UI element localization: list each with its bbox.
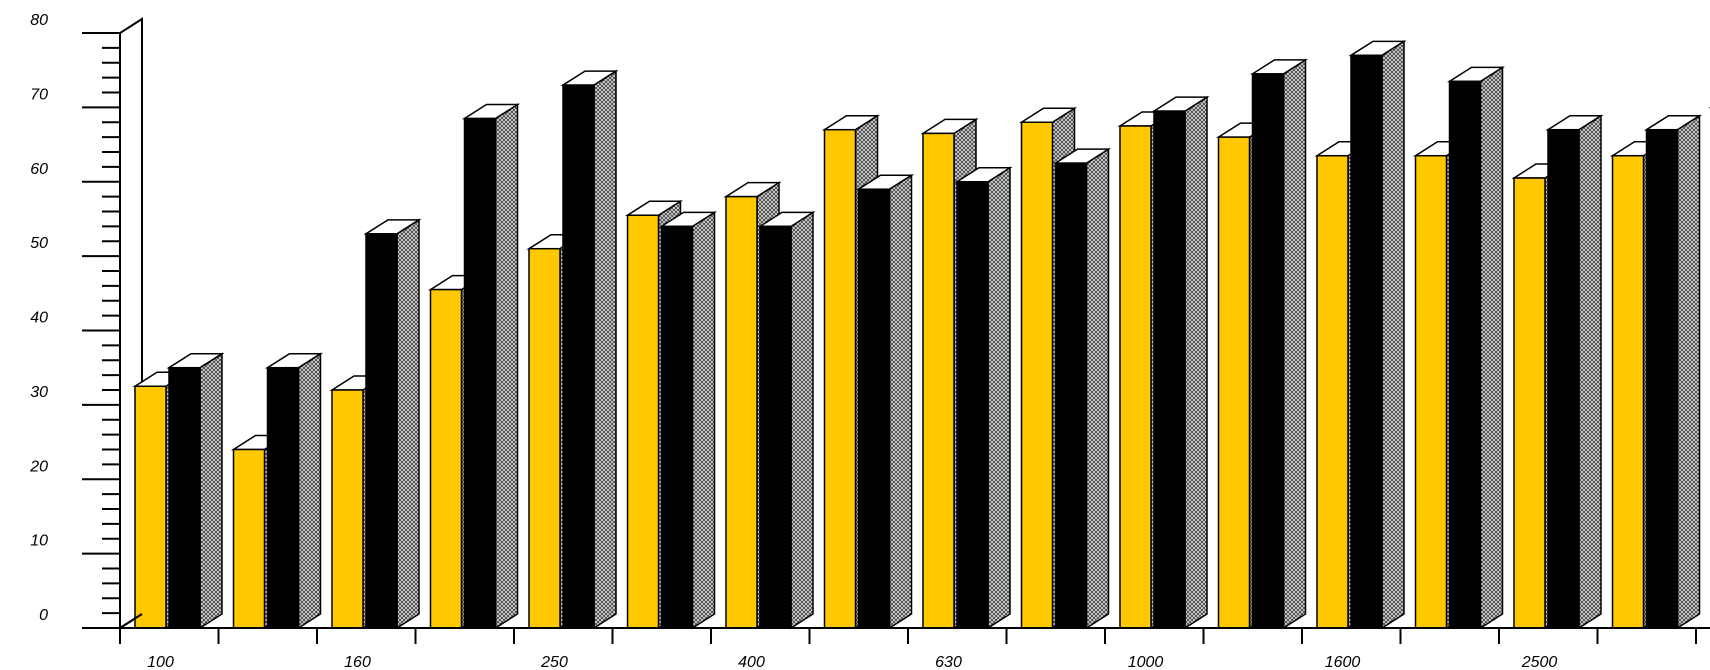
bar-315-series-2 <box>658 211 718 630</box>
bar-front <box>1448 80 1482 629</box>
bar-front <box>1119 125 1152 629</box>
bar-side <box>1479 65 1504 630</box>
bar-front <box>1217 136 1251 629</box>
bar-1000-series-2 <box>1151 95 1210 630</box>
x-tick-label: 250 <box>540 654 568 670</box>
bar-front <box>1316 154 1349 629</box>
bar-front <box>626 214 660 629</box>
bar-2000-series-2 <box>1446 65 1506 630</box>
bar-250-series-2 <box>560 69 619 630</box>
bar-500-series-2 <box>855 173 915 630</box>
bar-400-series-2 <box>757 211 816 630</box>
x-tick-label: 1600 <box>1325 654 1361 670</box>
y-tick-label: 80 <box>30 12 48 29</box>
bar-800-series-2 <box>1052 147 1112 630</box>
bar-front <box>331 389 364 629</box>
bar-front <box>857 188 891 629</box>
bar-1250-series-2 <box>1249 58 1309 630</box>
y-tick-label: 0 <box>39 607 48 624</box>
bar-side <box>1578 114 1602 630</box>
y-axis: 0 10 20 30 40 50 60 70 80 <box>29 12 120 629</box>
x-axis-depth <box>119 613 143 629</box>
y-tick-label: 20 <box>29 458 48 475</box>
bar-630-series-2 <box>954 166 1013 630</box>
y-tick-label: 60 <box>30 161 48 178</box>
bar-front <box>1547 128 1580 629</box>
bar-front <box>759 225 792 629</box>
bar-front <box>1153 110 1186 629</box>
bar-160-series-2 <box>363 218 422 630</box>
bar-front <box>429 288 463 629</box>
bar-side <box>396 218 420 630</box>
bar-front <box>660 225 694 629</box>
bar-side <box>593 69 617 630</box>
bar-front <box>1350 54 1383 629</box>
y-tick-label: 40 <box>30 310 48 327</box>
bar-side <box>790 211 814 630</box>
bar-front <box>232 448 266 629</box>
bar-side <box>987 166 1011 630</box>
bar-front <box>1251 73 1285 629</box>
bar-1600-series-2 <box>1348 39 1407 630</box>
bar-side <box>1676 114 1701 630</box>
bar-front <box>528 247 561 629</box>
bar-3150-series-2 <box>1643 114 1703 630</box>
bar-side <box>691 211 716 630</box>
bar-side <box>888 173 913 630</box>
bar-front <box>266 366 300 629</box>
bar-front <box>1054 162 1088 629</box>
bar-200-series-2 <box>461 103 521 630</box>
y-tick-label: 50 <box>30 235 48 252</box>
bar-front <box>956 181 989 629</box>
x-tick-label: 2500 <box>1521 654 1558 670</box>
y-tick-label: 70 <box>30 86 48 103</box>
bar-front <box>1645 128 1679 629</box>
y-tick-label: 30 <box>30 384 48 401</box>
bars <box>132 39 1710 630</box>
bar-side <box>297 352 322 630</box>
x-axis: 100 160 250 400 630 1000 1600 2500 <box>82 613 1710 670</box>
x-tick-label: 100 <box>147 654 174 670</box>
bar-front <box>1513 177 1546 629</box>
x-tick-label: 400 <box>738 654 765 670</box>
bar-front <box>823 128 857 629</box>
bar-front <box>1414 154 1448 629</box>
bar-front <box>1020 121 1054 629</box>
y-tick-label: 10 <box>30 533 48 550</box>
bar-front <box>463 117 497 629</box>
bar-front <box>922 132 955 629</box>
bar-front <box>365 233 398 629</box>
bar-side <box>199 352 223 630</box>
bar-2500-series-2 <box>1545 114 1604 630</box>
bar-front <box>562 84 595 629</box>
bar-side <box>1381 39 1405 630</box>
bar-side <box>1282 58 1307 630</box>
bar-side <box>1085 147 1110 630</box>
x-tick-label: 160 <box>344 654 371 670</box>
bar-100-series-2 <box>166 352 225 630</box>
x-tick-label: 630 <box>935 654 962 670</box>
bar-side <box>494 103 519 630</box>
x-tick-label: 1000 <box>1128 654 1164 670</box>
bar-front <box>725 195 758 629</box>
bar-front <box>1611 154 1645 629</box>
bar-125-series-2 <box>264 352 324 630</box>
bar-front <box>134 385 167 629</box>
bar-side <box>1184 95 1208 630</box>
bar-front <box>168 366 201 629</box>
